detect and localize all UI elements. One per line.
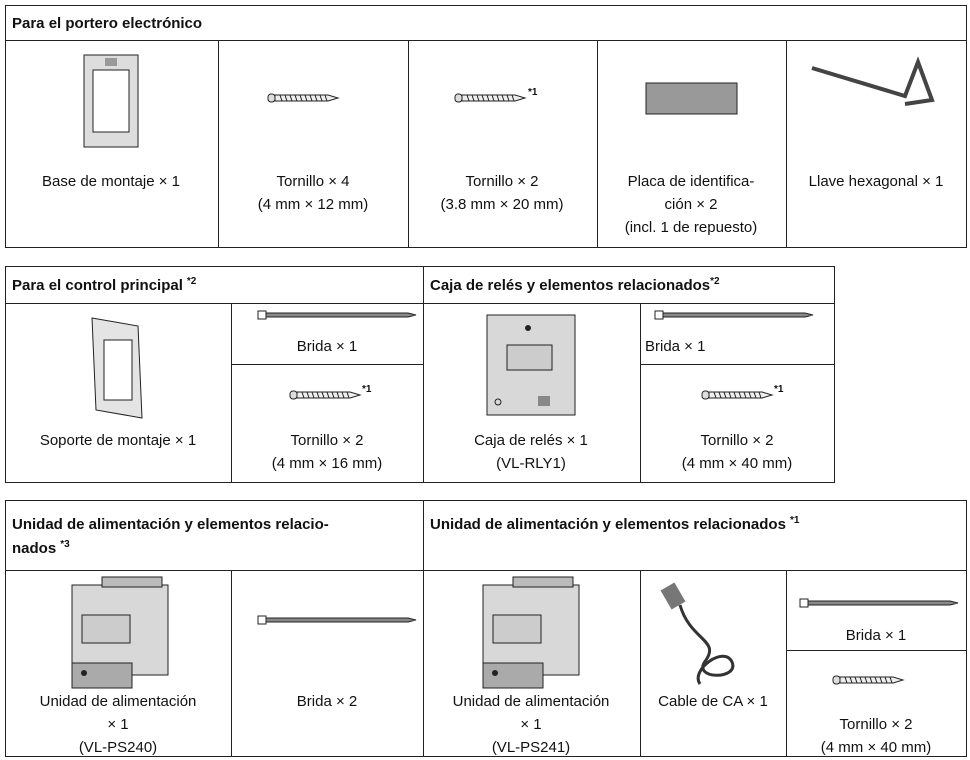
screw-icon xyxy=(832,675,904,685)
footnote-ref: *1 xyxy=(790,515,800,526)
title-text: nados xyxy=(12,540,56,557)
item-label: Unidad de alimentación xyxy=(40,693,197,710)
power-unit-icon xyxy=(482,576,580,689)
title-text: Caja de relés y elementos relacionados xyxy=(430,277,710,294)
screw-icon xyxy=(289,390,361,400)
item-label: × 1 xyxy=(107,716,128,733)
cable-tie-icon xyxy=(257,615,417,625)
footnote-ref: *1 xyxy=(528,87,538,98)
table-3: Unidad de alimentación y elementos relac… xyxy=(5,500,967,757)
item-label: Unidad de alimentación xyxy=(453,693,610,710)
item-label: (VL-RLY1) xyxy=(496,455,566,472)
footnote-ref: *1 xyxy=(774,384,784,395)
title-text: Unidad de alimentación y elementos relac… xyxy=(430,516,786,533)
item-label: Brida × 1 xyxy=(645,338,705,355)
title-text: Para el control principal xyxy=(12,277,183,294)
hex-key-icon xyxy=(811,56,935,106)
footnote-ref: *2 xyxy=(710,276,720,287)
ac-cable-icon xyxy=(660,582,735,685)
relay-box-icon xyxy=(486,314,576,416)
item-label: (VL-PS241) xyxy=(492,739,570,756)
item-label: Soporte de montaje × 1 xyxy=(40,432,196,449)
screw-icon xyxy=(454,93,526,103)
item-label: Tornillo × 2 xyxy=(466,173,539,190)
table-2: Para el control principal *2 Caja de relé… xyxy=(5,266,835,483)
item-label: Caja de relés × 1 xyxy=(474,432,588,449)
cable-tie-icon xyxy=(654,310,814,320)
name-plate-icon xyxy=(645,82,738,115)
section-title: Caja de relés y elementos relacionados*2 xyxy=(430,276,720,294)
table-1: Para el portero electrónico *1 Base de m… xyxy=(5,5,967,248)
item-label: Tornillo × 4 xyxy=(277,173,350,190)
item-label: (4 mm × 40 mm) xyxy=(682,455,792,472)
bracket-icon xyxy=(91,317,143,419)
item-label: Brida × 2 xyxy=(297,693,357,710)
item-label: Base de montaje × 1 xyxy=(42,173,180,190)
item-label: ción × 2 xyxy=(665,196,718,213)
section-title: Unidad de alimentación y elementos relac… xyxy=(430,515,800,533)
section-title: nados *3 xyxy=(12,539,70,557)
item-label: Placa de identifica- xyxy=(628,173,755,190)
item-label: Tornillo × 2 xyxy=(291,432,364,449)
item-label: × 1 xyxy=(520,716,541,733)
screw-icon xyxy=(267,93,339,103)
item-label: (VL-PS240) xyxy=(79,739,157,756)
footnote-ref: *3 xyxy=(60,539,70,550)
item-label: Llave hexagonal × 1 xyxy=(809,173,944,190)
footnote-ref: *2 xyxy=(187,276,197,287)
item-label: (4 mm × 40 mm) xyxy=(821,739,931,756)
item-label: Brida × 1 xyxy=(846,627,906,644)
item-label: (4 mm × 12 mm) xyxy=(258,196,368,213)
item-label: (3.8 mm × 20 mm) xyxy=(441,196,564,213)
item-label: (4 mm × 16 mm) xyxy=(272,455,382,472)
power-unit-icon xyxy=(71,576,169,689)
item-label: Brida × 1 xyxy=(297,338,357,355)
section-title: Unidad de alimentación y elementos relac… xyxy=(12,516,329,533)
item-label: (incl. 1 de repuesto) xyxy=(625,219,758,236)
footnote-ref: *1 xyxy=(362,384,372,395)
item-label: Tornillo × 2 xyxy=(701,432,774,449)
mount-base-icon xyxy=(83,54,139,148)
screw-icon xyxy=(701,390,773,400)
section-title: Para el control principal *2 xyxy=(12,276,197,294)
cable-tie-icon xyxy=(799,598,959,608)
cable-tie-icon xyxy=(257,310,417,320)
section-title: Para el portero electrónico xyxy=(12,15,202,32)
item-label: Cable de CA × 1 xyxy=(658,693,768,710)
item-label: Tornillo × 2 xyxy=(840,716,913,733)
